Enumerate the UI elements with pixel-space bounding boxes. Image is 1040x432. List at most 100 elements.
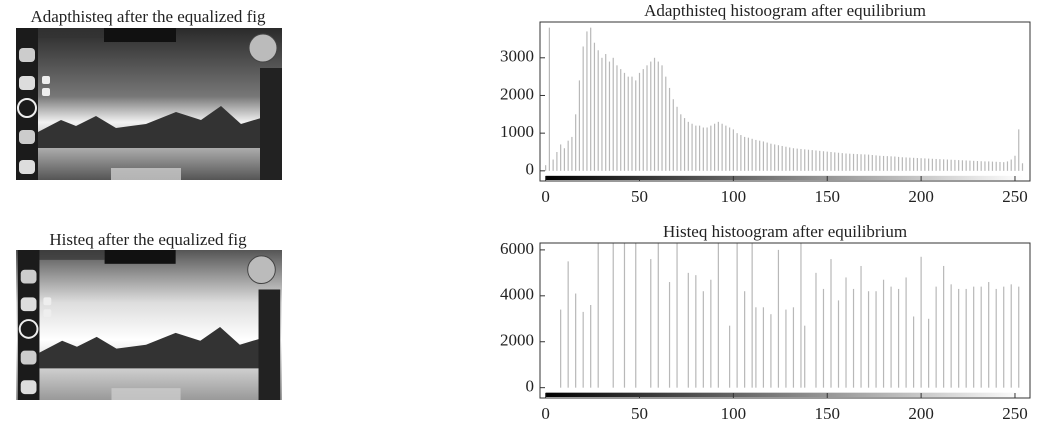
bar	[860, 266, 861, 388]
bar	[778, 145, 779, 171]
bar	[729, 326, 730, 388]
bar	[947, 160, 948, 171]
x-tick-label: 200	[908, 187, 934, 206]
bar	[755, 307, 756, 387]
bar	[928, 159, 929, 171]
bar	[583, 46, 584, 170]
bar	[691, 124, 692, 171]
y-tick-label: 0	[526, 160, 535, 179]
bar	[868, 155, 869, 171]
bar	[924, 158, 925, 170]
bar	[590, 305, 591, 388]
bar	[695, 126, 696, 171]
bar	[812, 150, 813, 171]
bar	[669, 282, 670, 388]
colorbar	[546, 393, 1025, 397]
colorbar	[546, 176, 1025, 180]
image-title: Adapthisteq after the equalized fig	[30, 7, 266, 26]
bar	[815, 273, 816, 388]
bar	[890, 287, 891, 388]
bar	[1011, 160, 1012, 171]
bar	[643, 69, 644, 171]
x-tick-label: 250	[1002, 187, 1028, 206]
bar	[943, 159, 944, 170]
chart-title: Adapthisteq histoogram after equilibrium	[644, 1, 926, 20]
bar	[722, 124, 723, 171]
bar	[763, 307, 764, 387]
bar	[909, 158, 910, 171]
bar	[752, 243, 753, 388]
bar	[785, 147, 786, 171]
bar	[838, 300, 839, 387]
x-tick-label: 250	[1002, 404, 1028, 423]
bar	[939, 159, 940, 171]
bar	[898, 157, 899, 171]
bar	[988, 161, 989, 170]
bar	[594, 43, 595, 171]
bar	[609, 62, 610, 171]
bar	[631, 77, 632, 171]
bar	[977, 161, 978, 171]
bar	[676, 243, 677, 388]
bar	[883, 156, 884, 171]
x-tick-label: 50	[631, 404, 648, 423]
bar	[958, 289, 959, 388]
bar	[793, 307, 794, 387]
x-tick-label: 50	[631, 187, 648, 206]
bar	[1011, 284, 1012, 387]
bar	[635, 80, 636, 170]
bar	[966, 289, 967, 388]
bar	[616, 65, 617, 170]
bar	[921, 158, 922, 171]
x-tick-label: 100	[721, 187, 747, 206]
bar	[800, 243, 801, 388]
x-tick-label: 150	[814, 404, 840, 423]
bar	[921, 257, 922, 388]
bar	[872, 155, 873, 171]
x-tick-label: 100	[721, 404, 747, 423]
bar	[650, 62, 651, 171]
bar	[800, 149, 801, 171]
image	[16, 28, 282, 180]
bar	[737, 133, 738, 171]
bar	[695, 275, 696, 388]
bar	[575, 114, 576, 171]
bar	[996, 289, 997, 388]
bar	[868, 291, 869, 387]
y-tick-label: 4000	[500, 285, 534, 304]
bar	[661, 65, 662, 170]
bar	[650, 259, 651, 388]
bar	[932, 159, 933, 171]
bar	[827, 152, 828, 171]
bar	[718, 243, 719, 388]
bar	[785, 310, 786, 388]
bar	[834, 152, 835, 170]
bar	[613, 243, 614, 388]
bar	[556, 152, 557, 171]
bar	[729, 127, 730, 170]
bar	[853, 289, 854, 388]
bar	[545, 165, 546, 171]
bar	[782, 146, 783, 171]
bar	[770, 144, 771, 171]
bar	[984, 161, 985, 170]
bar	[665, 77, 666, 171]
bar	[744, 291, 745, 387]
bar	[864, 154, 865, 170]
bar	[706, 127, 707, 170]
bar	[793, 148, 794, 171]
bar	[969, 161, 970, 171]
x-tick-label: 150	[814, 187, 840, 206]
figure: Adapthisteq after the equalized fig Hist…	[0, 0, 1040, 432]
bar	[767, 143, 768, 171]
bar	[962, 160, 963, 171]
bar	[763, 141, 764, 170]
bar	[936, 159, 937, 171]
bar	[951, 160, 952, 171]
bar	[875, 155, 876, 170]
bar	[894, 157, 895, 171]
bar	[639, 73, 640, 171]
bar	[613, 58, 614, 171]
y-tick-label: 0	[526, 377, 535, 396]
bar	[838, 153, 839, 171]
